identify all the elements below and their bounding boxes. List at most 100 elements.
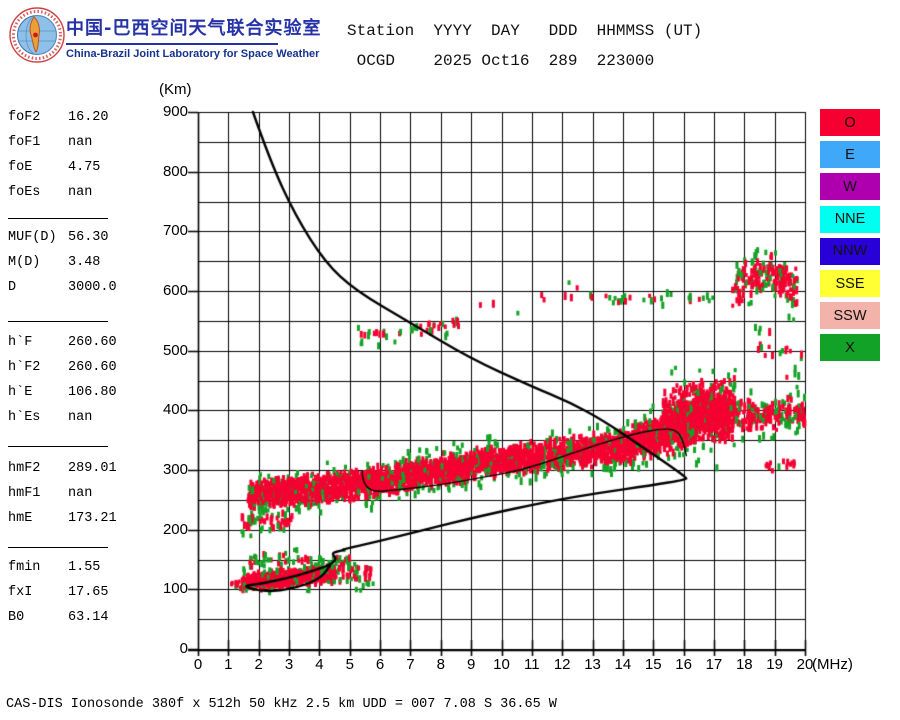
y-tick-label: 200: [162, 520, 188, 538]
parameter-value: nan: [68, 410, 93, 425]
parameter-separator: [8, 446, 108, 447]
legend-label: O: [844, 114, 856, 131]
globe-logo-icon: [9, 7, 65, 63]
title-divider: [66, 43, 278, 45]
parameter-separator: [8, 321, 108, 322]
parameter-label: foF1: [8, 135, 41, 150]
x-tick-label: 8: [436, 656, 445, 673]
parameter-row: foF2 16.20: [8, 110, 168, 128]
legend-label: SSW: [833, 307, 867, 324]
x-axis-unit-label: (MHz): [812, 656, 853, 673]
parameter-label: hmE: [8, 511, 33, 526]
legend-label: W: [843, 178, 857, 195]
parameter-value: 260.60: [68, 360, 117, 375]
parameter-row: MUF(D) 56.30: [8, 230, 168, 248]
parameter-value: 1.55: [68, 560, 101, 575]
parameter-row: h`Es nan: [8, 410, 168, 428]
parameter-value: nan: [68, 135, 93, 150]
parameter-label: B0: [8, 610, 25, 625]
y-tick-label: 100: [162, 580, 188, 598]
parameter-value: 3000.0: [68, 280, 117, 295]
x-tick-label: 6: [375, 656, 385, 673]
parameter-label: foF2: [8, 110, 41, 125]
x-tick-label: 3: [284, 656, 294, 673]
x-tick-label: 19: [766, 656, 783, 673]
lab-title-chinese: 中国-巴西空间天气联合实验室: [66, 18, 322, 39]
y-tick-label: 900: [162, 103, 188, 120]
parameter-row: hmF1 nan: [8, 486, 168, 504]
x-tick-label: 5: [345, 656, 354, 673]
parameter-value: 17.65: [68, 585, 109, 600]
parameter-label: h`Es: [8, 410, 41, 425]
parameter-label: foEs: [8, 185, 41, 200]
y-tick-label: 400: [162, 401, 188, 419]
parameter-label: hmF1: [8, 486, 41, 501]
x-tick-label: 17: [705, 656, 723, 673]
y-tick-label: 700: [162, 222, 188, 240]
footer-info: CAS-DIS Ionosonde 380f x 512h 50 kHz 2.5…: [6, 697, 557, 712]
parameter-row: h`F2 260.60: [8, 360, 168, 378]
legend-item-sse: SSE: [820, 270, 880, 297]
parameter-value: 3.48: [68, 255, 101, 270]
parameter-row: hmE 173.21: [8, 511, 168, 529]
x-tick-label: 1: [224, 656, 233, 673]
parameter-value: 4.75: [68, 160, 101, 175]
x-tick-label: 7: [406, 656, 415, 673]
legend-label: NNW: [832, 243, 868, 260]
y-tick-label: 800: [162, 162, 188, 180]
parameter-label: h`F2: [8, 360, 41, 375]
legend-item-x: X: [820, 334, 880, 362]
x-tick-label: 16: [675, 656, 692, 673]
lab-title-english: China-Brazil Joint Laboratory for Space …: [66, 48, 320, 60]
station-header-columns: Station YYYY DAY DDD HHMMSS (UT): [347, 22, 703, 40]
x-tick-label: 11: [524, 656, 540, 673]
parameter-value: 289.01: [68, 461, 117, 476]
parameter-row: h`E 106.80: [8, 385, 168, 403]
parameter-value: 56.30: [68, 230, 109, 245]
lab-logo: [8, 5, 66, 65]
parameter-value: 106.80: [68, 385, 117, 400]
parameter-label: h`F: [8, 335, 33, 350]
x-tick-label: 13: [584, 656, 601, 673]
legend-item-w: W: [820, 173, 880, 201]
x-tick-label: 14: [614, 656, 632, 673]
x-tick-label: 18: [735, 656, 753, 673]
y-tick-label: 500: [162, 341, 188, 359]
parameter-row: foE 4.75: [8, 160, 168, 178]
x-tick-label: 15: [644, 656, 662, 673]
legend-item-ssw: SSW: [820, 302, 880, 330]
legend-item-o: O: [820, 109, 880, 136]
parameter-row: D 3000.0: [8, 280, 168, 298]
x-tick-label: 0: [193, 656, 203, 673]
y-tick-label: 600: [162, 282, 188, 299]
legend-item-e: E: [820, 141, 880, 169]
parameter-value: 63.14: [68, 610, 109, 625]
parameter-label: fmin: [8, 560, 41, 575]
parameter-row: foEs nan: [8, 185, 168, 203]
parameter-label: fxI: [8, 585, 33, 600]
parameter-value: nan: [68, 185, 93, 200]
legend-item-nne: NNE: [820, 205, 880, 233]
parameter-row: B0 63.14: [8, 610, 168, 628]
parameter-label: h`E: [8, 385, 33, 400]
parameter-value: 260.60: [68, 335, 117, 350]
parameter-row: fmin 1.55: [8, 560, 168, 578]
parameter-separator: [8, 218, 108, 219]
station-header-values: OCGD 2025 Oct16 289 223000: [347, 52, 655, 70]
parameter-label: M(D): [8, 255, 41, 270]
parameter-value: 16.20: [68, 110, 109, 125]
y-tick-label: 300: [162, 461, 188, 478]
parameter-separator: [8, 547, 108, 548]
x-tick-label: 4: [315, 656, 324, 673]
parameter-row: h`F 260.60: [8, 335, 168, 353]
y-axis-unit-label: (Km): [159, 81, 192, 98]
legend-label: E: [845, 146, 855, 163]
parameter-label: MUF(D): [8, 230, 57, 245]
legend-item-nnw: NNW: [820, 237, 880, 265]
parameter-row: foF1 nan: [8, 135, 168, 153]
x-tick-label: 2: [254, 656, 263, 673]
parameter-value: nan: [68, 486, 93, 501]
parameter-label: D: [8, 280, 17, 295]
parameter-label: hmF2: [8, 461, 41, 476]
